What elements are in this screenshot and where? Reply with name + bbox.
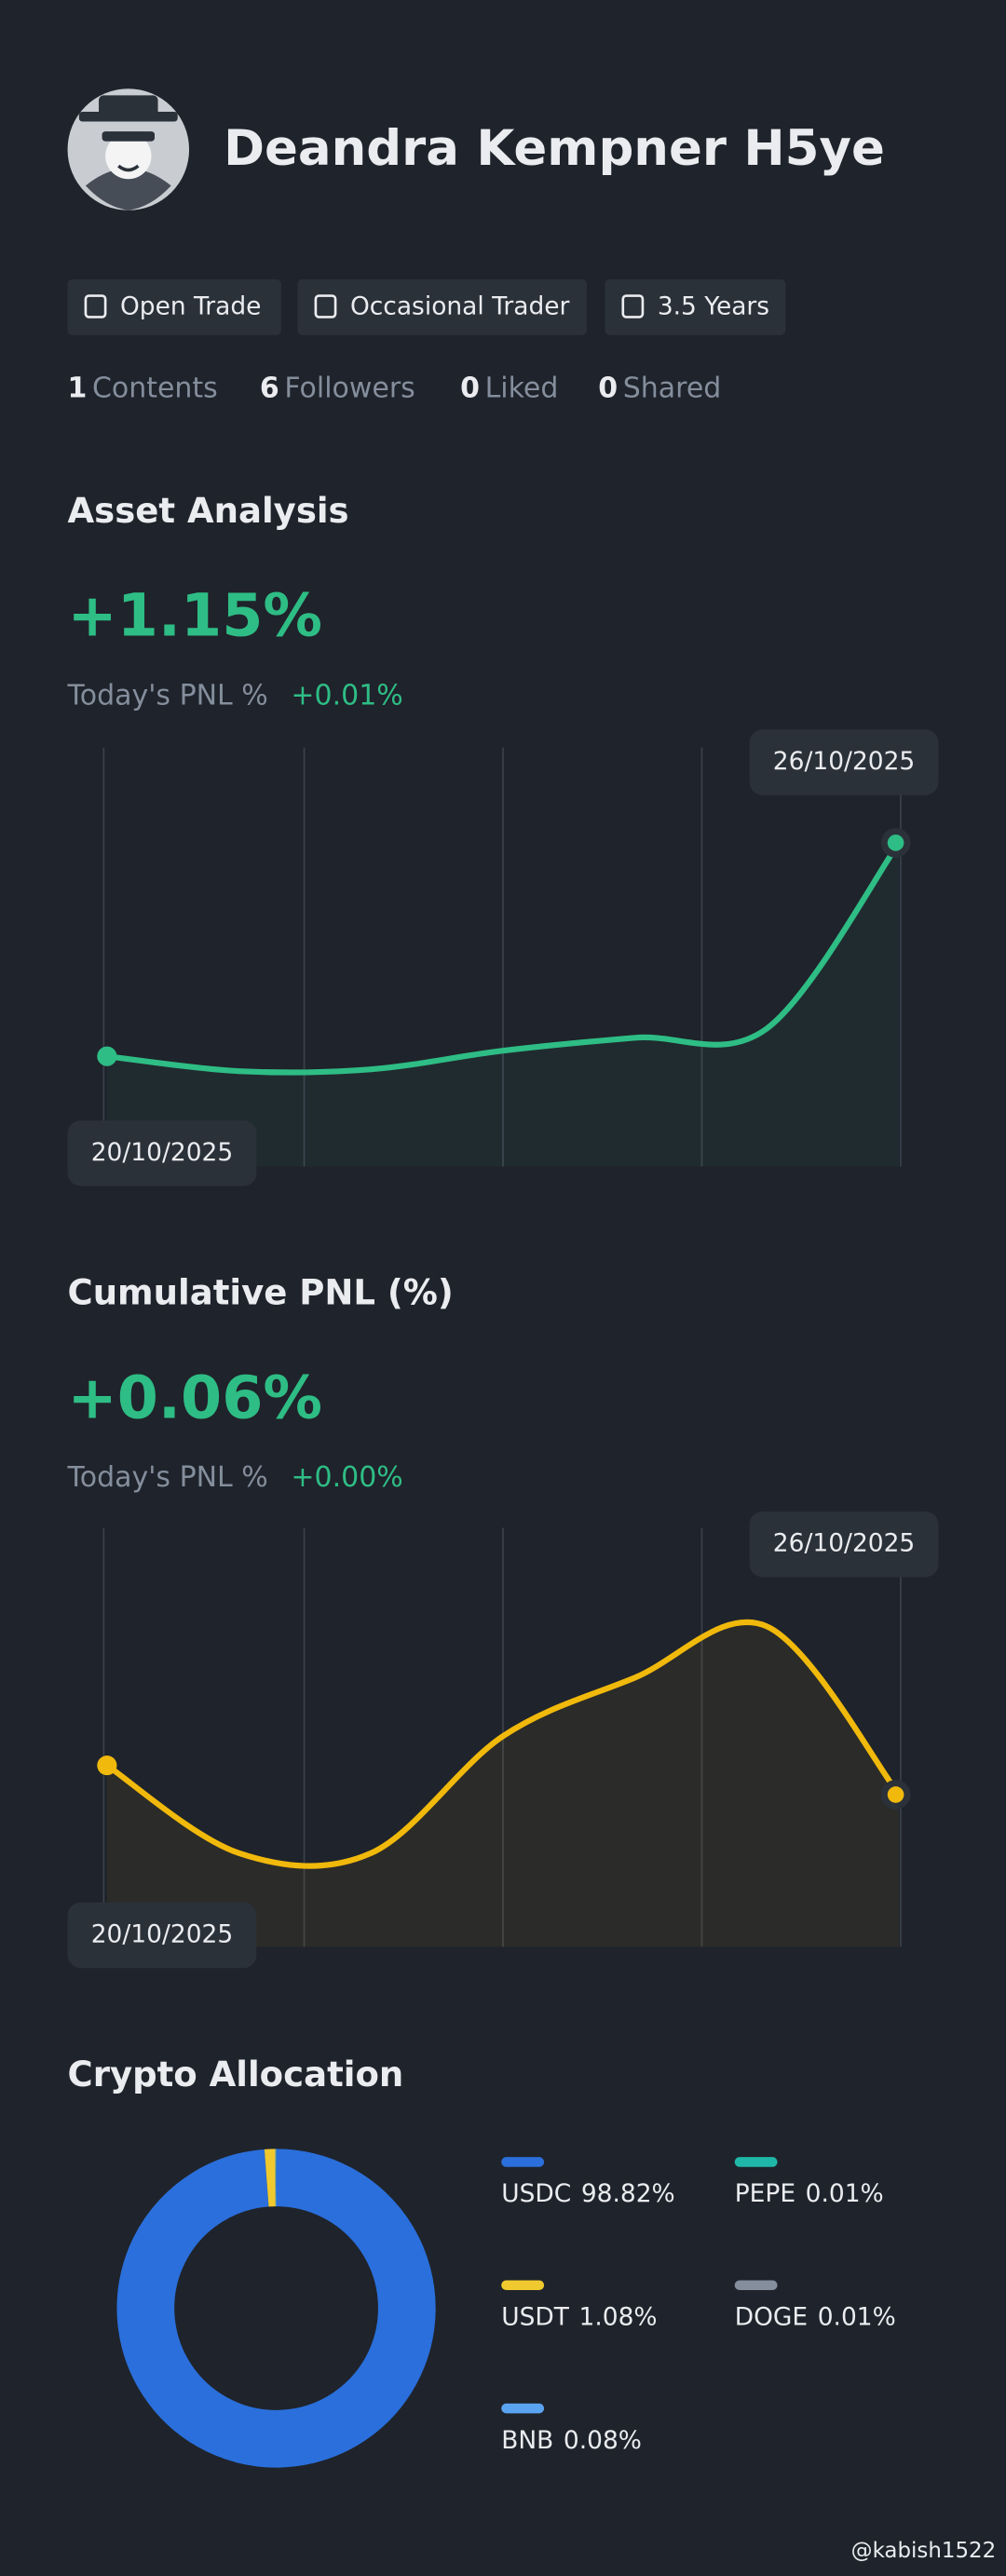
stat-label: Followers [284, 373, 415, 405]
tag-icon [621, 294, 645, 319]
tag-chip [297, 278, 587, 335]
stat-label: Shared [623, 373, 722, 405]
date-chip [67, 1120, 257, 1186]
section-title: Crypto Allocation [68, 2054, 404, 2095]
stat-count: 0 [460, 373, 480, 405]
tag-chip [605, 278, 786, 335]
stat-count: 6 [260, 373, 279, 405]
line [105, 1619, 902, 1869]
watermark: @kabish1522 [851, 2539, 997, 2563]
legend-swatch [501, 2280, 545, 2291]
date-label: 26/10/2025 [773, 1529, 915, 1558]
legend-label: USDC [501, 2179, 571, 2208]
tag-label: Open Trade [120, 291, 262, 320]
stat-count: 1 [68, 373, 88, 405]
date-label: 20/10/2025 [91, 1920, 233, 1949]
legend-value: 98.82% [581, 2179, 675, 2208]
end-dot-core [887, 834, 904, 851]
tag-icon [314, 294, 337, 319]
legend-value: 0.08% [564, 2426, 642, 2455]
donut-segment [116, 2149, 436, 2468]
legend-swatch [501, 2403, 545, 2414]
today-value: +0.00% [291, 1461, 402, 1494]
legend-label: USDT [501, 2303, 570, 2332]
line-area [106, 1621, 900, 1947]
legend-label: DOGE [735, 2303, 808, 2332]
date-label: 26/10/2025 [773, 747, 915, 776]
date-label: 20/10/2025 [91, 1138, 233, 1167]
section-title: Cumulative PNL (%) [68, 1273, 454, 1313]
today-label: Today's PNL % [67, 679, 268, 712]
stat-label: Contents [92, 373, 218, 405]
today-value: +0.01% [291, 679, 402, 712]
legend-swatch [734, 2157, 778, 2167]
headline-value: +0.06% [68, 1363, 323, 1431]
legend-swatch [501, 2157, 545, 2167]
legend-label: PEPE [735, 2179, 795, 2208]
line [106, 841, 902, 1076]
legend-value: 0.01% [806, 2179, 884, 2208]
legend-swatch [734, 2280, 778, 2291]
end-dot-core [887, 1786, 904, 1803]
today-label: Today's PNL % [67, 1461, 268, 1494]
headline-value: +1.15% [68, 581, 323, 650]
date-chip [67, 1902, 257, 1969]
start-dot [97, 1046, 117, 1066]
legend-value: 0.01% [818, 2303, 896, 2332]
tag-label: Occasional Trader [350, 291, 570, 320]
date-chip [749, 729, 939, 795]
stat-label: Liked [485, 373, 559, 405]
avatar [67, 88, 190, 210]
section-title: Asset Analysis [68, 491, 349, 531]
stat-count: 0 [598, 373, 618, 405]
profile-name: Deandra Kempner H5ye [224, 120, 885, 177]
line-area [106, 842, 900, 1167]
legend-value: 1.08% [579, 2303, 658, 2332]
legend-label: BNB [501, 2426, 553, 2455]
tag-label: 3.5 Years [658, 291, 769, 320]
tag-chip [67, 278, 281, 335]
start-dot [97, 1756, 117, 1776]
tag-icon [84, 294, 107, 319]
date-chip [749, 1511, 939, 1578]
